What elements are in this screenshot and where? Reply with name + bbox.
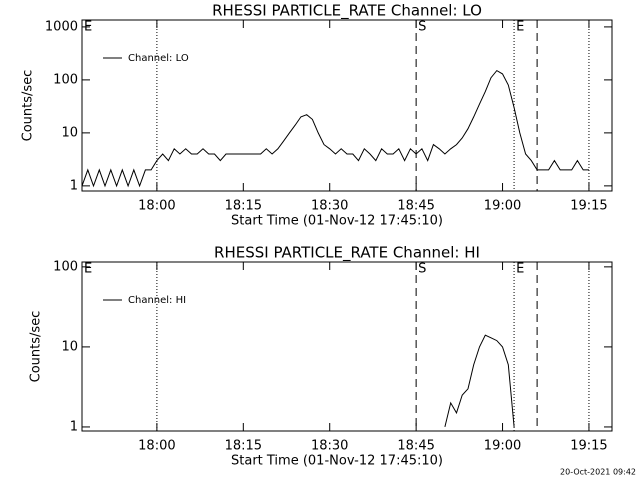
legend-label: Channel: LO — [128, 53, 189, 64]
timestamp: 20-Oct-2021 09:42 — [560, 468, 636, 477]
y-tick-label: 10 — [61, 339, 78, 354]
x-axis-label: Start Time (01-Nov-12 17:45:10) — [231, 214, 443, 229]
marker-label: E — [84, 262, 92, 277]
plot-frame — [81, 19, 613, 192]
x-tick-label: 18:45 — [397, 439, 434, 454]
data-line — [81, 69, 589, 188]
x-tick-label: 19:00 — [484, 439, 521, 454]
x-tick-label: 19:15 — [570, 439, 607, 454]
y-tick-label: 100 — [53, 72, 78, 87]
x-tick-label: 18:30 — [311, 199, 348, 214]
marker-label: E — [516, 262, 524, 277]
y-tick-label: 10 — [61, 125, 78, 140]
chart-title: RHESSI PARTICLE_RATE Channel: LO — [212, 2, 482, 21]
marker-label: E — [516, 20, 524, 35]
chart-title: RHESSI PARTICLE_RATE Channel: HI — [214, 244, 480, 263]
x-axis-label: Start Time (01-Nov-12 17:45:10) — [231, 454, 443, 469]
plot-frame — [81, 261, 613, 432]
x-tick-label: 18:00 — [138, 439, 175, 454]
x-tick-label: 18:15 — [225, 199, 262, 214]
y-tick-label: 100 — [53, 259, 78, 274]
y-tick-label: 1 — [70, 419, 78, 434]
y-axis-label: Counts/sec — [29, 311, 44, 383]
data-line — [444, 334, 515, 428]
marker-label: E — [84, 20, 92, 35]
legend-label: Channel: HI — [128, 295, 186, 306]
y-axis-label: Counts/sec — [21, 70, 36, 142]
y-tick-label: 1 — [70, 178, 78, 193]
x-tick-label: 18:45 — [397, 199, 434, 214]
x-tick-label: 18:00 — [138, 199, 175, 214]
y-tick-label: 1000 — [45, 19, 78, 34]
x-tick-label: 18:15 — [225, 439, 262, 454]
x-tick-label: 18:30 — [311, 439, 348, 454]
x-tick-label: 19:15 — [570, 199, 607, 214]
x-tick-label: 19:00 — [484, 199, 521, 214]
marker-label: S — [418, 20, 426, 35]
marker-label: S — [418, 262, 426, 277]
